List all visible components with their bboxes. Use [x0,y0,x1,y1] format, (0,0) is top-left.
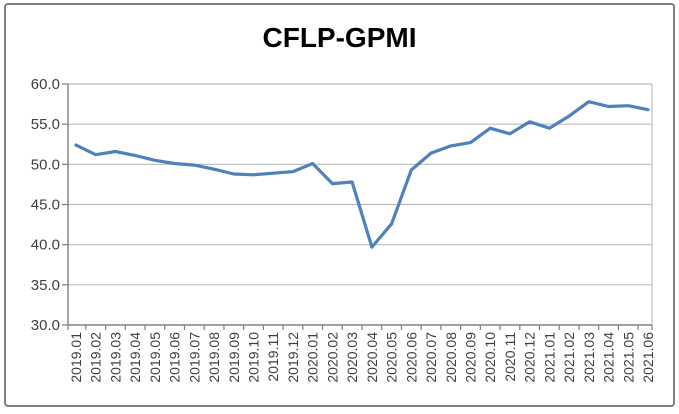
x-axis-label: 2020.07 [423,332,439,383]
x-axis-label: 2020.10 [482,332,498,383]
x-axis-label: 2020.09 [462,332,478,383]
x-axis-label: 2020.04 [364,332,380,383]
y-axis-label: 55.0 [31,116,60,133]
x-axis-label: 2020.11 [502,332,518,382]
x-axis-label: 2021.01 [541,332,557,383]
x-axis-labels: 2019.01 2019.02 2019.03 2019.04 2019.05 2019.… [68,332,656,383]
x-axis-label: 2020.12 [522,332,538,383]
x-axis-label: 2019.06 [167,332,183,383]
x-axis-label: 2020.02 [324,332,340,383]
x-axis-label: 2020.08 [443,332,459,383]
x-axis-label: 2019.05 [147,332,163,383]
x-axis-label: 2019.01 [68,332,84,383]
x-axis-label: 2021.02 [561,332,577,383]
y-axis-label: 45.0 [31,197,60,214]
x-axis-label: 2019.08 [206,332,222,383]
x-axis-label: 2019.10 [246,332,262,383]
x-axis-label: 2020.01 [305,332,321,383]
y-axis-label: 60.0 [31,76,60,93]
x-axis-label: 2020.06 [403,332,419,383]
x-axis-label: 2019.07 [186,332,202,383]
y-axis-label: 50.0 [31,156,60,173]
chart-title: CFLP-GPMI [262,22,417,53]
x-axis-label: 2021.03 [581,332,597,383]
x-axis-label: 2019.09 [226,332,242,383]
axes [62,83,653,330]
x-axis-label: 2019.02 [88,332,104,383]
y-axis-labels: 30.0 35.0 40.0 45.0 50.0 55.0 60.0 [31,76,60,334]
x-axis-label: 2019.04 [127,332,143,383]
y-axis-label: 35.0 [31,277,60,294]
x-axis-label: 2021.05 [620,332,636,383]
x-axis-label: 2020.05 [384,332,400,383]
x-axis-label: 2020.03 [344,332,360,383]
x-axis-label: 2021.06 [640,332,656,383]
y-axis-label: 30.0 [31,317,60,334]
gridlines [68,83,653,325]
series-line-cflp-gpmi [74,100,650,249]
x-axis-label: 2021.04 [601,332,617,383]
x-axis-label: 2019.03 [107,332,123,383]
x-axis-label: 2019.11 [265,332,281,382]
y-axis-label: 40.0 [31,237,60,254]
x-axis-label: 2019.12 [285,332,301,383]
